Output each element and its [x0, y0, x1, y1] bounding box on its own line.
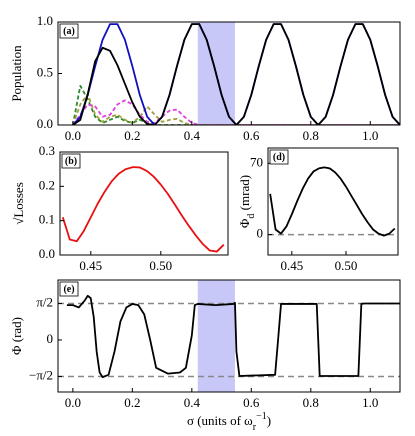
x-tick-label: 0.4 — [184, 395, 201, 410]
x-tick-label: 0.8 — [303, 395, 319, 410]
x-tick-label: 0.45 — [280, 258, 303, 273]
y-tick-label: 0 — [257, 226, 264, 241]
series-line — [72, 23, 400, 125]
x-tick-label: 1.0 — [362, 395, 378, 410]
xlabel-part: r — [253, 422, 257, 433]
x-tick-label: 1.0 — [362, 128, 378, 143]
x-tick-label: 0.50 — [335, 258, 358, 273]
xlabel-part: ) — [267, 413, 271, 428]
xlabel-part: σ (units of ω — [187, 413, 253, 428]
panel-label: (e) — [63, 284, 74, 295]
y-tick-label: π/2 — [36, 294, 53, 309]
ylabel-part: √Losses — [11, 182, 26, 225]
x-tick-label: 0.2 — [124, 395, 140, 410]
y-tick-label: 0.0 — [37, 116, 53, 131]
plot-area — [71, 22, 400, 125]
ylabel: Φ (rad) — [9, 317, 24, 355]
series-line — [66, 294, 400, 379]
y-tick-label: 0.1 — [39, 212, 55, 227]
ylabel: Population — [9, 45, 24, 102]
y-tick-label: 70 — [250, 154, 263, 169]
axes-frame — [267, 147, 399, 256]
highlight-band — [197, 280, 235, 392]
x-tick-label: 0.0 — [65, 395, 81, 410]
plot-area — [61, 166, 225, 253]
ylabel: Φd (mrad) — [237, 175, 257, 228]
plot-area — [268, 166, 398, 237]
series-line — [72, 99, 400, 125]
panel-label-box — [61, 153, 81, 169]
ylabel-part: Population — [9, 45, 24, 102]
panel-label-box — [59, 281, 79, 297]
axes-frame — [59, 151, 229, 256]
ylabel-part: Φ — [237, 218, 252, 228]
xlabel: σ (units of ωr−1) — [187, 411, 271, 433]
x-tick-label: 0.2 — [124, 128, 140, 143]
x-tick-label: 0.4 — [184, 128, 201, 143]
xlabel-part: −1 — [256, 411, 267, 422]
series-line — [71, 84, 400, 125]
series-line — [269, 166, 396, 237]
y-tick-label: 1.0 — [37, 13, 53, 28]
y-tick-label: 0.5 — [37, 64, 53, 79]
y-tick-label: 0.2 — [39, 177, 55, 192]
y-tick-label: 0.0 — [39, 246, 55, 261]
y-tick-label: 0.3 — [39, 143, 55, 158]
y-tick-label: 0 — [47, 331, 54, 346]
panel-label-box — [269, 149, 289, 165]
x-tick-label: 0.6 — [243, 395, 260, 410]
x-tick-label: 0.50 — [149, 258, 172, 273]
panel-label-box — [59, 23, 79, 39]
panel-label: (b) — [65, 156, 77, 167]
plot-area — [58, 280, 400, 392]
series-line — [61, 166, 225, 253]
series-line — [72, 93, 400, 125]
x-tick-label: 0.6 — [243, 128, 260, 143]
ylabel-part: Φ (rad) — [9, 317, 24, 355]
y-tick-label: −π/2 — [29, 367, 53, 382]
ylabel-part: d — [246, 214, 257, 219]
ylabel-part: (mrad) — [237, 175, 252, 214]
x-tick-label: 0.0 — [65, 128, 81, 143]
ylabel: √Losses — [11, 182, 26, 225]
x-tick-label: 0.45 — [79, 258, 102, 273]
axes-frame — [57, 279, 401, 393]
panel-label: (a) — [63, 26, 75, 37]
panel-label: (d) — [273, 152, 285, 163]
x-tick-label: 0.8 — [303, 128, 319, 143]
